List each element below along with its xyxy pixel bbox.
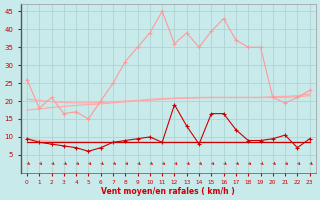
- X-axis label: Vent moyen/en rafales ( km/h ): Vent moyen/en rafales ( km/h ): [101, 187, 235, 196]
